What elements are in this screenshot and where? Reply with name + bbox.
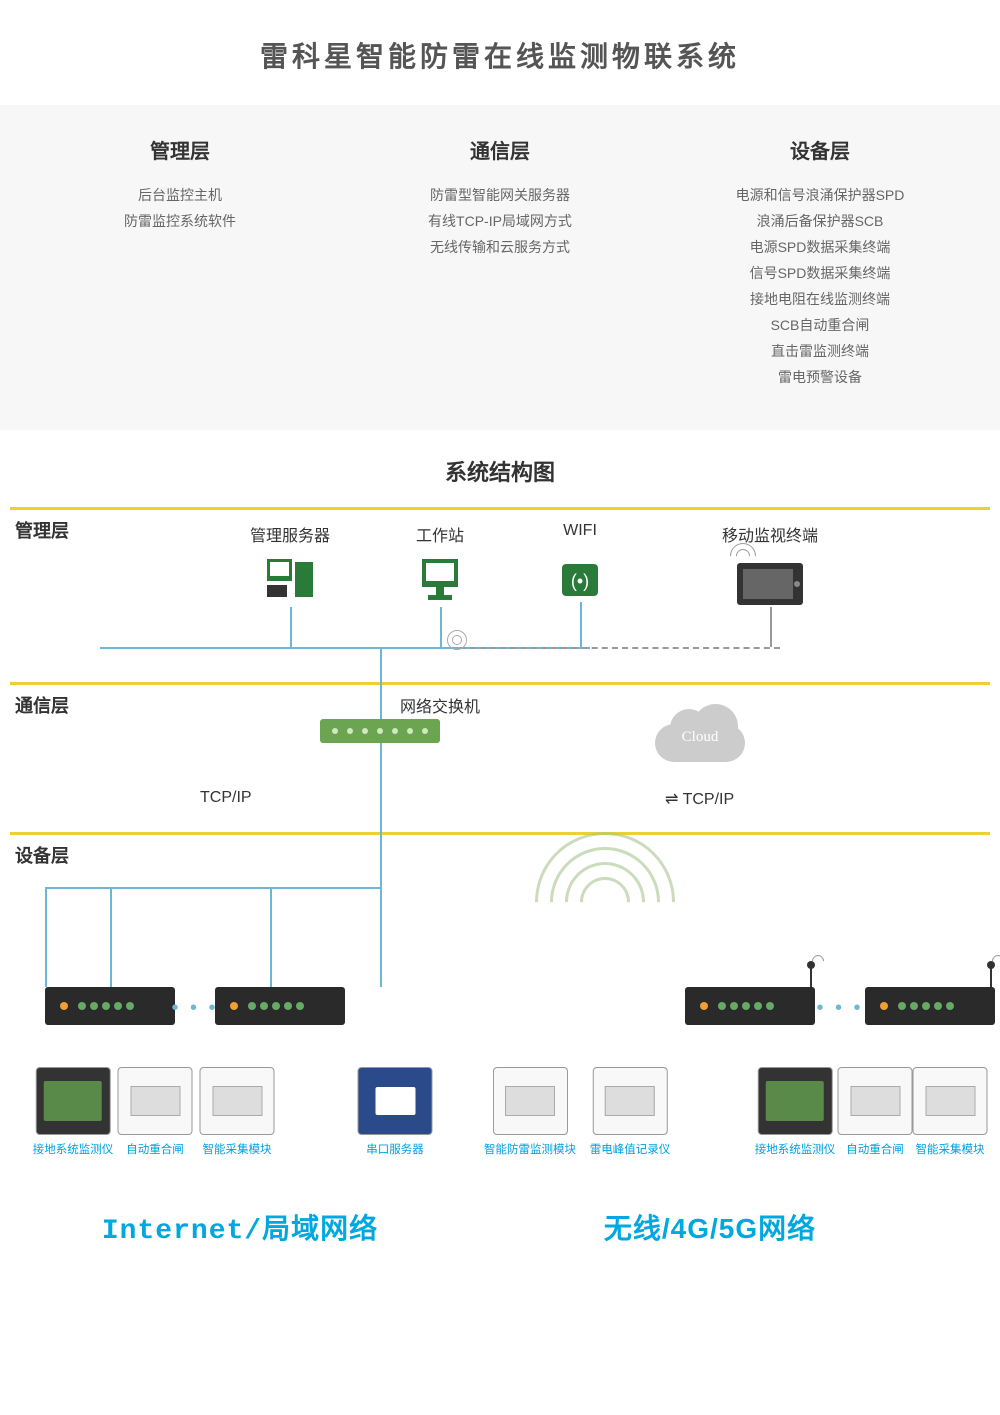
- layer-communication: 通信层 防雷型智能网关服务器有线TCP-IP局域网方式无线传输和云服务方式: [340, 135, 660, 390]
- label-wifi: WIFI: [563, 522, 597, 540]
- cloud-icon: Cloud: [655, 707, 745, 762]
- device-caption: 自动重合闸: [126, 1141, 184, 1157]
- layer-item: 无线传输和云服务方式: [340, 234, 660, 260]
- workstation-icon: [418, 557, 462, 602]
- layer-mgmt-title: 管理层: [20, 135, 340, 164]
- label-switch: 网络交换机: [400, 693, 480, 717]
- ellipsis-icon: • • •: [816, 997, 863, 1020]
- label-server: 管理服务器: [250, 522, 330, 546]
- layers-table: 管理层 后台监控主机防雷监控系统软件 通信层 防雷型智能网关服务器有线TCP-I…: [0, 105, 1000, 430]
- label-comm-layer: 通信层: [15, 692, 69, 718]
- device-智能防雷监测模块: 智能防雷监测模块: [484, 1067, 576, 1157]
- layer-item: 后台监控主机: [20, 182, 340, 208]
- layer-management: 管理层 后台监控主机防雷监控系统软件: [20, 135, 340, 390]
- page-title: 雷科星智能防雷在线监测物联系统: [0, 0, 1000, 105]
- layer-item: 接地电阻在线监测终端: [660, 286, 980, 312]
- label-dev-layer: 设备层: [15, 842, 69, 868]
- layer-dev-title: 设备层: [660, 135, 980, 164]
- label-internet-lan: Internet/局域网络: [102, 1207, 378, 1247]
- svg-text:(•): (•): [571, 571, 589, 591]
- label-tcpip-left: TCP/IP: [200, 789, 252, 807]
- device-接地系统监测仪: 接地系统监测仪: [755, 1067, 836, 1157]
- system-diagram: 管理层 通信层 设备层 管理服务器 工作站 WIFI 移动监视终端 (•) 网络…: [0, 507, 1000, 1407]
- label-tcpip-right: ⇌ TCP/IP: [665, 789, 734, 809]
- device-caption: 雷电峰值记录仪: [590, 1141, 671, 1157]
- layer-item: 防雷型智能网关服务器: [340, 182, 660, 208]
- device-雷电峰值记录仪: 雷电峰值记录仪: [590, 1067, 671, 1157]
- layer-comm-title: 通信层: [340, 135, 660, 164]
- layer-item: 雷电预警设备: [660, 364, 980, 390]
- device-智能采集模块: 智能采集模块: [200, 1067, 275, 1157]
- device-自动重合闸: 自动重合闸: [838, 1067, 913, 1157]
- layer-item: 防雷监控系统软件: [20, 208, 340, 234]
- device-接地系统监测仪: 接地系统监测仪: [33, 1067, 114, 1157]
- device-智能采集模块: 智能采集模块: [913, 1067, 988, 1157]
- layer-device: 设备层 电源和信号浪涌保护器SPD浪涌后备保护器SCB电源SPD数据采集终端信号…: [660, 135, 980, 390]
- device-caption: 串口服务器: [366, 1141, 424, 1157]
- device-串口服务器: 串口服务器: [358, 1067, 433, 1157]
- cloud-label: Cloud: [655, 729, 745, 746]
- label-workstation: 工作站: [416, 522, 464, 546]
- wifi-icon: (•): [560, 562, 600, 598]
- ellipsis-icon: • • •: [171, 997, 218, 1020]
- layer-item: 直击雷监测终端: [660, 338, 980, 364]
- device-caption: 自动重合闸: [846, 1141, 904, 1157]
- rack-device: [45, 987, 175, 1025]
- device-caption: 智能防雷监测模块: [484, 1141, 576, 1157]
- device-caption: 智能采集模块: [916, 1141, 985, 1157]
- layer-item: 浪涌后备保护器SCB: [660, 208, 980, 234]
- label-mgmt-layer: 管理层: [15, 517, 69, 543]
- rack-device: [685, 987, 815, 1025]
- rack-device: [865, 987, 995, 1025]
- layer-item: 信号SPD数据采集终端: [660, 260, 980, 286]
- structure-title: 系统结构图: [0, 455, 1000, 487]
- layer-item: 电源和信号浪涌保护器SPD: [660, 182, 980, 208]
- device-caption: 接地系统监测仪: [33, 1141, 114, 1157]
- label-wireless-5g: 无线/4G/5G网络: [604, 1207, 816, 1247]
- label-mobile: 移动监视终端: [722, 522, 818, 546]
- layer-item: SCB自动重合闸: [660, 312, 980, 338]
- device-caption: 智能采集模块: [203, 1141, 272, 1157]
- layer-item: 电源SPD数据采集终端: [660, 234, 980, 260]
- device-自动重合闸: 自动重合闸: [118, 1067, 193, 1157]
- server-icon: [265, 557, 315, 602]
- device-caption: 接地系统监测仪: [755, 1141, 836, 1157]
- layer-item: 有线TCP-IP局域网方式: [340, 208, 660, 234]
- rack-device: [215, 987, 345, 1025]
